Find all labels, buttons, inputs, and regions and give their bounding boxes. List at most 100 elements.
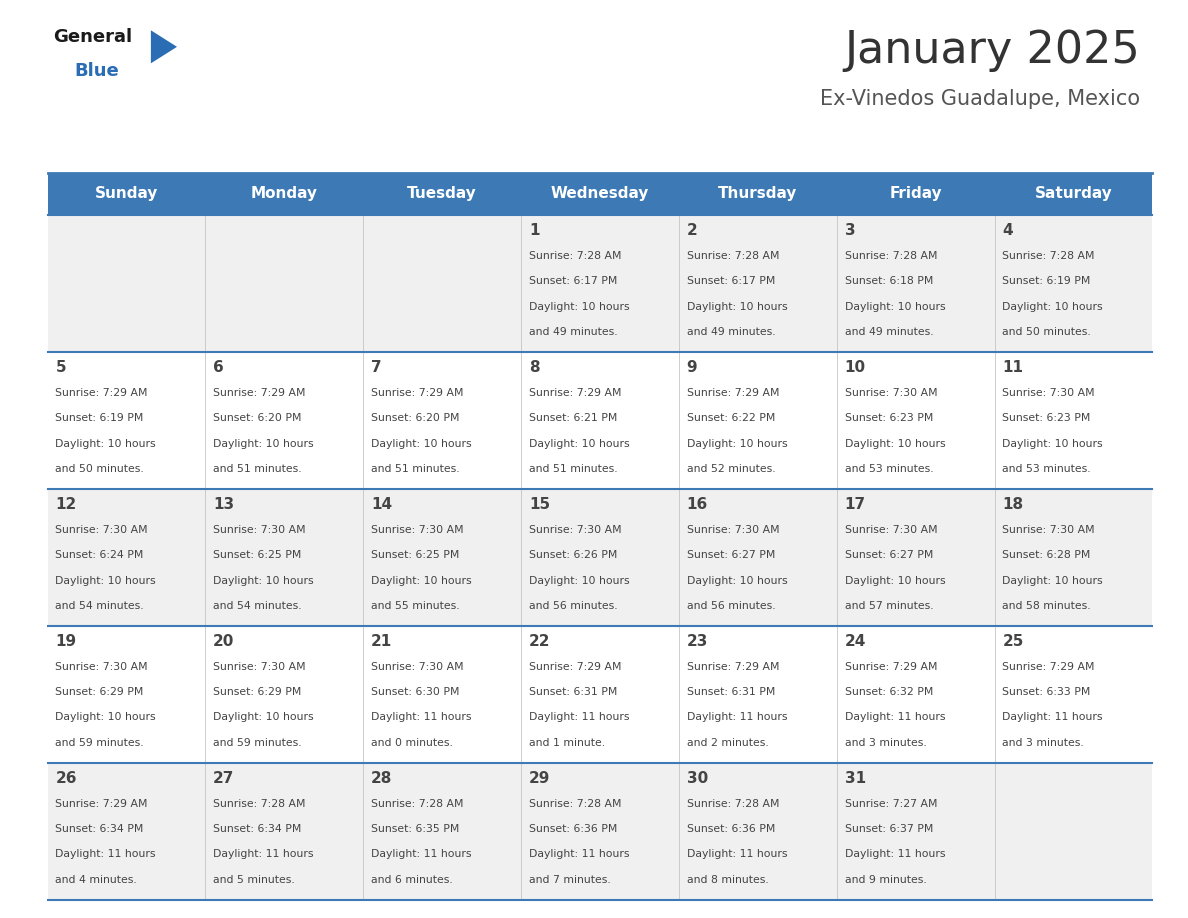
Text: Daylight: 10 hours: Daylight: 10 hours — [213, 439, 314, 449]
Text: Sunset: 6:27 PM: Sunset: 6:27 PM — [845, 550, 933, 560]
Text: 14: 14 — [371, 497, 392, 512]
Text: Daylight: 10 hours: Daylight: 10 hours — [845, 439, 946, 449]
Text: 25: 25 — [1003, 634, 1024, 649]
Text: Daylight: 10 hours: Daylight: 10 hours — [1003, 576, 1102, 586]
Text: Sunrise: 7:29 AM: Sunrise: 7:29 AM — [371, 388, 463, 397]
Text: Sunset: 6:18 PM: Sunset: 6:18 PM — [845, 276, 933, 286]
Text: and 7 minutes.: and 7 minutes. — [529, 875, 611, 885]
Text: and 49 minutes.: and 49 minutes. — [845, 327, 934, 337]
Text: 30: 30 — [687, 771, 708, 786]
Text: and 51 minutes.: and 51 minutes. — [529, 464, 618, 474]
Text: Sunrise: 7:28 AM: Sunrise: 7:28 AM — [687, 799, 779, 809]
Text: and 8 minutes.: and 8 minutes. — [687, 875, 769, 885]
Text: Sunrise: 7:30 AM: Sunrise: 7:30 AM — [687, 525, 779, 535]
Text: Sunset: 6:32 PM: Sunset: 6:32 PM — [845, 688, 933, 697]
Text: and 57 minutes.: and 57 minutes. — [845, 601, 934, 610]
Text: Daylight: 11 hours: Daylight: 11 hours — [687, 712, 788, 722]
Text: 28: 28 — [371, 771, 392, 786]
Text: 29: 29 — [529, 771, 550, 786]
Text: Sunrise: 7:29 AM: Sunrise: 7:29 AM — [213, 388, 305, 397]
Text: 10: 10 — [845, 360, 866, 375]
Text: Sunset: 6:24 PM: Sunset: 6:24 PM — [56, 550, 144, 560]
Text: and 3 minutes.: and 3 minutes. — [1003, 738, 1085, 748]
Text: Sunset: 6:22 PM: Sunset: 6:22 PM — [687, 413, 775, 423]
Text: and 54 minutes.: and 54 minutes. — [56, 601, 144, 610]
Bar — [48, 215, 1152, 352]
Text: and 56 minutes.: and 56 minutes. — [687, 601, 776, 610]
Text: Sunrise: 7:30 AM: Sunrise: 7:30 AM — [56, 525, 148, 535]
Text: Wednesday: Wednesday — [551, 186, 649, 201]
Text: Sunrise: 7:28 AM: Sunrise: 7:28 AM — [1003, 251, 1095, 261]
Text: and 4 minutes.: and 4 minutes. — [56, 875, 137, 885]
Text: Daylight: 10 hours: Daylight: 10 hours — [56, 439, 156, 449]
Text: 2: 2 — [687, 223, 697, 238]
Text: Sunset: 6:31 PM: Sunset: 6:31 PM — [687, 688, 775, 697]
Text: 12: 12 — [56, 497, 77, 512]
Text: Sunrise: 7:29 AM: Sunrise: 7:29 AM — [529, 662, 621, 672]
Text: Sunset: 6:17 PM: Sunset: 6:17 PM — [687, 276, 775, 286]
Text: Sunrise: 7:30 AM: Sunrise: 7:30 AM — [845, 525, 937, 535]
Text: 26: 26 — [56, 771, 77, 786]
Text: Daylight: 10 hours: Daylight: 10 hours — [845, 302, 946, 311]
Text: Sunrise: 7:28 AM: Sunrise: 7:28 AM — [213, 799, 305, 809]
Text: 16: 16 — [687, 497, 708, 512]
Text: Daylight: 10 hours: Daylight: 10 hours — [687, 439, 788, 449]
Text: Daylight: 10 hours: Daylight: 10 hours — [213, 712, 314, 722]
Text: Sunrise: 7:29 AM: Sunrise: 7:29 AM — [687, 388, 779, 397]
Text: and 49 minutes.: and 49 minutes. — [529, 327, 618, 337]
Text: Sunset: 6:29 PM: Sunset: 6:29 PM — [213, 688, 302, 697]
Text: Sunset: 6:26 PM: Sunset: 6:26 PM — [529, 550, 618, 560]
Text: and 2 minutes.: and 2 minutes. — [687, 738, 769, 748]
Text: Sunrise: 7:29 AM: Sunrise: 7:29 AM — [687, 662, 779, 672]
Bar — [48, 488, 1152, 626]
Text: Sunset: 6:34 PM: Sunset: 6:34 PM — [213, 824, 302, 834]
Text: 19: 19 — [56, 634, 76, 649]
Text: Sunrise: 7:30 AM: Sunrise: 7:30 AM — [845, 388, 937, 397]
Bar — [48, 173, 1152, 215]
Text: Sunrise: 7:30 AM: Sunrise: 7:30 AM — [529, 525, 621, 535]
Text: Sunday: Sunday — [95, 186, 158, 201]
Text: Tuesday: Tuesday — [407, 186, 476, 201]
Text: Daylight: 11 hours: Daylight: 11 hours — [213, 849, 314, 859]
Text: Sunrise: 7:30 AM: Sunrise: 7:30 AM — [1003, 525, 1095, 535]
Text: Daylight: 10 hours: Daylight: 10 hours — [56, 576, 156, 586]
Text: Sunrise: 7:30 AM: Sunrise: 7:30 AM — [371, 525, 463, 535]
Text: and 3 minutes.: and 3 minutes. — [845, 738, 927, 748]
Text: 31: 31 — [845, 771, 866, 786]
Text: Friday: Friday — [890, 186, 942, 201]
Text: Daylight: 10 hours: Daylight: 10 hours — [529, 302, 630, 311]
Text: and 51 minutes.: and 51 minutes. — [213, 464, 302, 474]
Text: Daylight: 10 hours: Daylight: 10 hours — [371, 576, 472, 586]
Text: and 54 minutes.: and 54 minutes. — [213, 601, 302, 610]
Bar — [48, 352, 1152, 488]
Text: and 52 minutes.: and 52 minutes. — [687, 464, 776, 474]
Text: 24: 24 — [845, 634, 866, 649]
Text: Daylight: 10 hours: Daylight: 10 hours — [56, 712, 156, 722]
Text: Sunrise: 7:30 AM: Sunrise: 7:30 AM — [371, 662, 463, 672]
Text: Daylight: 10 hours: Daylight: 10 hours — [371, 439, 472, 449]
Text: Sunset: 6:30 PM: Sunset: 6:30 PM — [371, 688, 460, 697]
Text: 18: 18 — [1003, 497, 1024, 512]
Text: Sunset: 6:36 PM: Sunset: 6:36 PM — [529, 824, 618, 834]
Text: and 56 minutes.: and 56 minutes. — [529, 601, 618, 610]
Text: Daylight: 10 hours: Daylight: 10 hours — [687, 302, 788, 311]
Text: Daylight: 10 hours: Daylight: 10 hours — [213, 576, 314, 586]
Text: Sunrise: 7:29 AM: Sunrise: 7:29 AM — [56, 799, 148, 809]
Text: Daylight: 10 hours: Daylight: 10 hours — [529, 439, 630, 449]
Bar — [48, 763, 1152, 900]
Text: and 50 minutes.: and 50 minutes. — [1003, 327, 1091, 337]
Text: Sunset: 6:31 PM: Sunset: 6:31 PM — [529, 688, 618, 697]
Text: Sunrise: 7:27 AM: Sunrise: 7:27 AM — [845, 799, 937, 809]
Text: 27: 27 — [213, 771, 234, 786]
Text: 7: 7 — [371, 360, 381, 375]
Text: Monday: Monday — [251, 186, 317, 201]
Text: Sunset: 6:36 PM: Sunset: 6:36 PM — [687, 824, 775, 834]
Text: Sunrise: 7:30 AM: Sunrise: 7:30 AM — [56, 662, 148, 672]
Text: Daylight: 11 hours: Daylight: 11 hours — [56, 849, 156, 859]
Text: and 5 minutes.: and 5 minutes. — [213, 875, 295, 885]
Text: and 59 minutes.: and 59 minutes. — [213, 738, 302, 748]
Text: Sunset: 6:23 PM: Sunset: 6:23 PM — [1003, 413, 1091, 423]
Text: Sunset: 6:37 PM: Sunset: 6:37 PM — [845, 824, 933, 834]
Text: 15: 15 — [529, 497, 550, 512]
Text: 4: 4 — [1003, 223, 1013, 238]
